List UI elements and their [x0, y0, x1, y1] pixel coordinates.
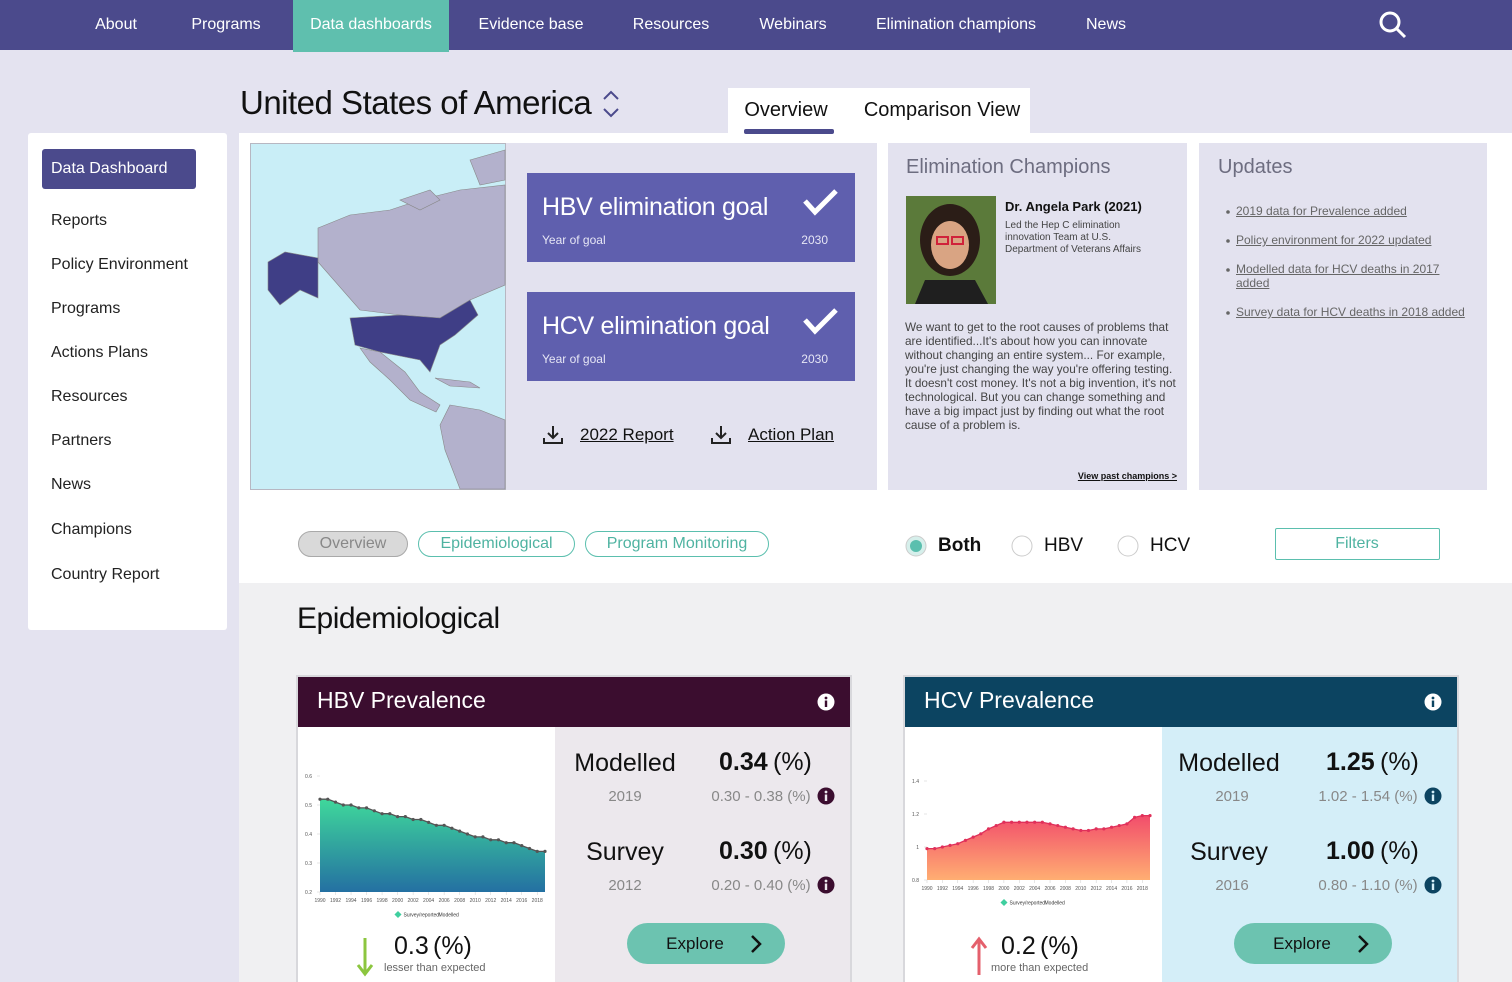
view-tab-underline — [744, 129, 834, 134]
stat-value: 0.30 — [719, 837, 768, 865]
nav-item[interactable]: Resources — [632, 16, 710, 34]
sidebar-item[interactable]: Actions Plans — [51, 344, 148, 362]
nav-item[interactable]: Programs — [191, 16, 261, 34]
champion-role: Led the Hep C elimination innovation Tea… — [1005, 220, 1142, 255]
sidebar-item[interactable]: Programs — [51, 300, 121, 318]
stat-unit: (%) — [773, 837, 812, 865]
goal-label: Year of goal — [542, 232, 606, 247]
stat-year: 2019 — [608, 788, 642, 805]
card-title: HCV Prevalence — [924, 687, 1095, 714]
trend-note: more than expected — [991, 962, 1089, 975]
filters-button[interactable] — [1275, 528, 1440, 560]
view-tab[interactable]: Comparison View — [863, 99, 1021, 121]
country-title: United States of America — [240, 84, 592, 122]
sidebar-item[interactable]: Resources — [51, 388, 128, 406]
sidebar-item[interactable]: Data Dashboard — [51, 160, 168, 178]
stat-range: 1.02 - 1.54 (%) — [1318, 788, 1418, 805]
nav-item[interactable]: News — [1085, 16, 1127, 34]
stat-year: 2016 — [1215, 877, 1249, 894]
card-header — [298, 677, 850, 727]
champion-quote: We want to get to the root causes of pro… — [905, 320, 1176, 432]
nav-item[interactable]: Webinars — [759, 16, 827, 34]
section-tab[interactable] — [585, 531, 769, 557]
stat-value: 1.00 — [1326, 837, 1375, 865]
goal-title: HBV elimination goal — [542, 193, 769, 221]
stat-value: 0.34 — [719, 748, 768, 776]
update-item[interactable]: Survey data for HCV deaths in 2018 added — [1236, 305, 1465, 319]
champion-name: Dr. Angela Park (2021) — [1005, 199, 1142, 215]
champions-panel — [888, 143, 1187, 490]
trend-unit: (%) — [1040, 932, 1079, 960]
sidebar-item[interactable]: Champions — [51, 521, 132, 539]
sidebar-item[interactable]: News — [51, 476, 92, 494]
trend-value: 0.2 — [1001, 932, 1036, 960]
stat-range: 0.30 - 0.38 (%) — [711, 788, 811, 805]
card-title: HBV Prevalence — [317, 687, 486, 714]
goal-label: Year of goal — [542, 351, 606, 366]
country-switch — [603, 90, 619, 118]
champions-link[interactable]: View past champions > — [1077, 470, 1177, 481]
stat-range: 0.80 - 1.10 (%) — [1318, 877, 1418, 894]
nav-item[interactable]: About — [95, 16, 137, 34]
goal-box — [527, 292, 855, 381]
radio-label[interactable]: HBV — [1044, 534, 1084, 556]
filters-label[interactable]: Filters — [1335, 535, 1379, 553]
stat-year: 2019 — [1215, 788, 1249, 805]
stat-label: Survey — [586, 838, 664, 866]
update-item[interactable]: Policy environment for 2022 updated — [1236, 233, 1432, 247]
stat-label: Modelled — [574, 749, 676, 777]
nav-active — [293, 0, 449, 52]
section-tab-label[interactable]: Program Monitoring — [606, 535, 748, 553]
champions-heading: Elimination Champions — [906, 156, 1111, 178]
nav-item[interactable]: Evidence base — [478, 16, 584, 34]
sidebar-active — [42, 149, 196, 189]
sidebar-item[interactable]: Country Report — [51, 566, 160, 584]
stat-label: Modelled — [1178, 749, 1280, 777]
sidebar-item[interactable]: Policy Environment — [51, 256, 188, 274]
goal-title: HCV elimination goal — [542, 312, 770, 340]
updates-heading: Updates — [1218, 156, 1293, 178]
stat-value: 1.25 — [1326, 748, 1375, 776]
sidebar-item[interactable]: Partners — [51, 432, 112, 450]
view-tab[interactable]: Overview — [744, 99, 828, 121]
updates-panel — [1199, 143, 1487, 490]
update-item[interactable]: 2019 data for Prevalence added — [1236, 204, 1407, 218]
explore-label[interactable]: Explore — [1273, 933, 1331, 953]
update-item[interactable]: Modelled data for HCV deaths in 2017 add… — [1236, 262, 1440, 290]
nav-item[interactable]: Data dashboards — [310, 16, 432, 34]
sidebar — [28, 133, 227, 630]
download-link[interactable]: 2022 Report — [580, 424, 674, 444]
goal-year: 2030 — [801, 232, 828, 247]
section-tab[interactable] — [418, 531, 575, 557]
nav-item[interactable]: Elimination champions — [875, 16, 1037, 34]
trend-unit: (%) — [433, 932, 472, 960]
stat-unit: (%) — [1380, 837, 1419, 865]
goal-box — [527, 173, 855, 262]
stat-unit: (%) — [1380, 748, 1419, 776]
section-tab-label[interactable]: Epidemiological — [440, 535, 553, 553]
download-link[interactable]: Action Plan — [748, 424, 834, 444]
stat-label: Survey — [1190, 838, 1268, 866]
goal-year: 2030 — [801, 351, 828, 366]
radio-label[interactable]: Both — [938, 534, 982, 556]
section-title: Epidemiological — [297, 602, 500, 635]
view-tabs-box — [728, 88, 1030, 134]
trend-note: lesser than expected — [384, 962, 486, 975]
stat-year: 2012 — [608, 877, 642, 894]
radio-label[interactable]: HCV — [1150, 534, 1191, 556]
sidebar-item[interactable]: Reports — [51, 212, 108, 230]
explore-label[interactable]: Explore — [666, 933, 724, 953]
section-tab-label[interactable]: Overview — [319, 535, 387, 553]
stat-range: 0.20 - 0.40 (%) — [711, 877, 811, 894]
section-tab[interactable] — [298, 531, 408, 557]
trend-value: 0.3 — [394, 932, 429, 960]
card-header — [905, 677, 1457, 727]
stat-unit: (%) — [773, 748, 812, 776]
nav-bar — [0, 0, 1512, 50]
